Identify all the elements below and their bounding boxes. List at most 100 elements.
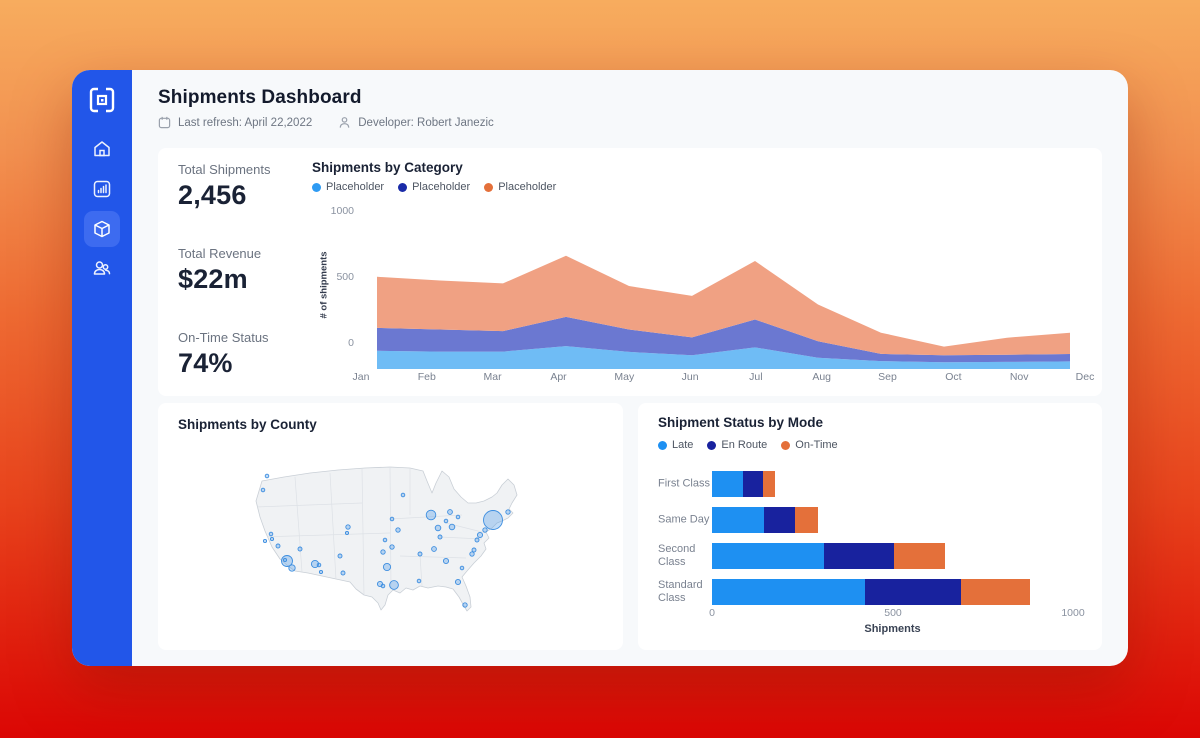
panel-shipments-by-county: Shipments by County <box>158 403 623 650</box>
bar-segment-late[interactable] <box>712 579 866 605</box>
county-bubble[interactable] <box>431 546 437 552</box>
county-bubble[interactable] <box>316 562 322 568</box>
bar-segment-late[interactable] <box>712 507 765 533</box>
bar-row: Second Class <box>638 543 1102 569</box>
county-bubble[interactable] <box>448 523 456 531</box>
county-bubble[interactable] <box>340 570 346 576</box>
county-bubble[interactable] <box>389 516 395 522</box>
kpi-value: $22m <box>178 264 248 294</box>
area-series-layer-middle[interactable] <box>377 316 1070 363</box>
county-bubble[interactable] <box>462 602 468 608</box>
county-bubble[interactable] <box>262 538 268 544</box>
area-xtick-label: Jul <box>749 371 763 383</box>
legend-dot <box>398 182 408 192</box>
county-bubble[interactable] <box>442 557 450 565</box>
county-bubble[interactable] <box>380 583 386 589</box>
county-bubble[interactable] <box>454 578 462 586</box>
county-bubble[interactable] <box>264 473 270 479</box>
county-bubble[interactable] <box>455 514 461 520</box>
sidebar-item-users[interactable] <box>92 258 112 278</box>
legend-item[interactable]: Placeholder <box>484 181 556 193</box>
bar-xtick-label: 500 <box>884 607 902 619</box>
legend-item[interactable]: En Route <box>707 439 767 451</box>
county-bubble[interactable] <box>416 578 422 584</box>
county-bubble[interactable] <box>382 562 392 572</box>
county-bubble[interactable] <box>389 580 399 590</box>
area-xtick-label: Mar <box>483 371 502 383</box>
state-borders <box>256 467 487 597</box>
bar-segment-en-route[interactable] <box>865 579 962 605</box>
county-bubble[interactable] <box>318 569 324 575</box>
county-bubble[interactable] <box>282 557 288 563</box>
county-bubble[interactable] <box>268 531 274 537</box>
bar-row: Same Day <box>638 507 1102 533</box>
county-bubble[interactable] <box>297 546 303 552</box>
bar-segment-en-route[interactable] <box>742 471 763 497</box>
county-bubble[interactable] <box>437 534 443 540</box>
legend-item[interactable]: Late <box>658 439 693 451</box>
county-bubble[interactable] <box>471 547 477 553</box>
county-bubble[interactable] <box>425 509 437 521</box>
area-xtick-label: Nov <box>1009 371 1029 383</box>
county-bubble[interactable] <box>395 527 401 533</box>
sidebar-item-analytics[interactable] <box>92 179 112 199</box>
county-bubble[interactable] <box>345 524 351 530</box>
kpi-value: 2,456 <box>178 180 247 210</box>
legend-label: On-Time <box>795 439 838 451</box>
stacked-bar[interactable] <box>712 543 945 569</box>
area-chart-plot[interactable] <box>361 205 1088 369</box>
county-bubble[interactable] <box>434 524 442 532</box>
bar-segment-on-time[interactable] <box>762 471 776 497</box>
county-bubble[interactable] <box>344 530 350 536</box>
area-series-layer-top[interactable] <box>377 255 1070 356</box>
county-bubble[interactable] <box>400 492 406 498</box>
kpi-on-time-status: On-Time Status 74% <box>178 330 269 379</box>
county-bubble[interactable] <box>459 565 465 571</box>
stacked-bar[interactable] <box>712 579 1030 605</box>
app-logo-icon[interactable] <box>88 86 116 114</box>
county-bubble[interactable] <box>380 549 386 555</box>
stacked-bar[interactable] <box>712 507 819 533</box>
bar-chart-legend: Late En Route On-Time <box>658 439 838 451</box>
legend-item[interactable]: Placeholder <box>312 181 384 193</box>
legend-item[interactable]: On-Time <box>781 439 838 451</box>
county-bubble[interactable] <box>476 531 484 539</box>
sidebar-item-home[interactable] <box>92 139 112 159</box>
county-bubble[interactable] <box>337 553 343 559</box>
county-bubble[interactable] <box>382 537 388 543</box>
bar-segment-on-time[interactable] <box>894 543 945 569</box>
county-bubble[interactable] <box>482 527 488 533</box>
area-series-layer-bottom[interactable] <box>377 346 1070 369</box>
main-content: Shipments Dashboard Last refresh: April … <box>132 70 1128 666</box>
bar-segment-late[interactable] <box>712 471 743 497</box>
legend-label: Placeholder <box>498 181 557 193</box>
area-xtick-label: Jan <box>352 371 370 383</box>
bar-segment-on-time[interactable] <box>794 507 819 533</box>
bar-segment-late[interactable] <box>712 543 824 569</box>
county-bubble[interactable] <box>389 544 395 550</box>
county-bubble[interactable] <box>443 518 449 524</box>
county-bubble[interactable] <box>505 509 511 515</box>
sidebar-item-shipments[interactable] <box>84 211 120 247</box>
legend-dot <box>658 440 667 450</box>
bar-segment-en-route[interactable] <box>823 543 895 569</box>
county-bubble[interactable] <box>447 509 453 515</box>
county-bubble[interactable] <box>260 487 266 493</box>
bar-segment-on-time[interactable] <box>961 579 1030 605</box>
us-map[interactable] <box>250 459 535 616</box>
county-bubble[interactable] <box>275 543 281 549</box>
county-bubble[interactable] <box>310 559 320 569</box>
legend-item[interactable]: Placeholder <box>398 181 470 193</box>
county-bubble[interactable] <box>269 536 275 542</box>
legend-dot <box>781 440 791 450</box>
county-bubble[interactable] <box>483 510 503 530</box>
county-bubble[interactable] <box>417 551 423 557</box>
county-bubble[interactable] <box>474 537 480 543</box>
county-bubble[interactable] <box>469 551 475 557</box>
area-chart-title: Shipments by Category <box>312 160 463 175</box>
area-ytick-label: 0 <box>348 337 354 349</box>
county-bubble[interactable] <box>288 564 296 572</box>
bar-segment-en-route[interactable] <box>764 507 795 533</box>
stacked-bar[interactable] <box>712 471 776 497</box>
legend-label: En Route <box>721 439 768 451</box>
